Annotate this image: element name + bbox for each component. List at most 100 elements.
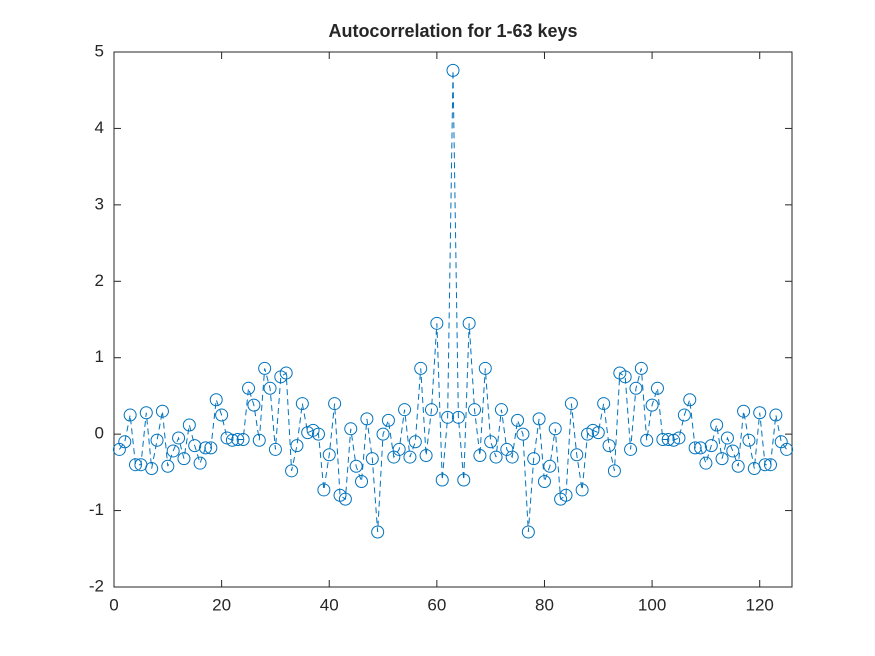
marker [430, 316, 444, 330]
marker [371, 525, 385, 539]
marker [548, 422, 562, 436]
marker [710, 418, 724, 432]
marker [355, 475, 369, 489]
marker [516, 427, 530, 441]
marker [365, 452, 379, 466]
marker [392, 442, 406, 456]
marker [268, 442, 282, 456]
marker [478, 361, 492, 375]
marker [247, 398, 261, 412]
marker [242, 381, 256, 395]
marker [527, 452, 541, 466]
marker [204, 441, 218, 455]
marker [435, 473, 449, 487]
marker [317, 483, 331, 497]
marker [290, 439, 304, 453]
marker [285, 464, 299, 478]
marker [468, 403, 482, 417]
marker [263, 381, 277, 395]
marker [172, 431, 186, 445]
marker [780, 442, 794, 456]
marker [360, 412, 374, 426]
marker [677, 408, 691, 422]
marker [537, 475, 551, 489]
marker [661, 432, 675, 446]
marker [258, 361, 272, 375]
y-tick-label: 0 [95, 424, 104, 443]
marker [279, 366, 293, 380]
marker [198, 441, 212, 455]
marker [570, 448, 584, 462]
marker [720, 431, 734, 445]
marker [763, 458, 777, 472]
marker [742, 433, 756, 447]
marker [381, 413, 395, 427]
marker [161, 459, 175, 473]
marker [505, 450, 519, 464]
marker [225, 433, 239, 447]
marker [322, 448, 336, 462]
marker [650, 381, 664, 395]
x-tick-label: 20 [212, 595, 231, 614]
marker [252, 433, 266, 447]
marker [311, 427, 325, 441]
marker [123, 408, 137, 422]
marker [155, 404, 169, 418]
marker [118, 435, 132, 449]
marker [473, 449, 487, 463]
x-tick-label: 40 [320, 595, 339, 614]
marker [586, 423, 600, 437]
y-tick-label: -1 [89, 500, 104, 519]
marker [758, 458, 772, 472]
marker [726, 444, 740, 458]
x-tick-label: 120 [746, 595, 774, 614]
marker [457, 473, 471, 487]
marker [737, 404, 751, 418]
marker [236, 432, 250, 446]
marker [408, 435, 422, 449]
marker [511, 413, 525, 427]
x-tick-label: 100 [638, 595, 666, 614]
y-tick-label: -2 [89, 576, 104, 595]
marker [295, 397, 309, 411]
y-tick-label: 2 [95, 271, 104, 290]
marker [414, 361, 428, 375]
marker [484, 435, 498, 449]
marker [575, 483, 589, 497]
series-line [118, 70, 788, 533]
marker [634, 361, 648, 375]
marker [344, 422, 358, 436]
marker [656, 432, 670, 446]
marker [301, 426, 315, 440]
marker [602, 439, 616, 453]
marker [715, 452, 729, 466]
marker [177, 452, 191, 466]
marker [166, 444, 180, 458]
y-tick-label: 4 [95, 118, 104, 137]
marker [629, 381, 643, 395]
marker [129, 458, 143, 472]
marker [769, 408, 783, 422]
marker [403, 450, 417, 464]
marker [220, 431, 234, 445]
x-tick-label: 0 [109, 595, 118, 614]
marker [532, 412, 546, 426]
marker [215, 408, 229, 422]
marker [150, 433, 164, 447]
marker [559, 488, 573, 502]
marker [597, 397, 611, 411]
marker [424, 403, 438, 417]
y-tick-label: 1 [95, 347, 104, 366]
marker [699, 456, 713, 470]
marker [451, 410, 465, 424]
y-tick-label: 5 [95, 41, 104, 60]
marker [564, 397, 578, 411]
marker [328, 397, 342, 411]
marker [446, 63, 460, 77]
marker [376, 427, 390, 441]
marker [398, 403, 412, 417]
marker [145, 462, 159, 476]
y-tick-label: 3 [95, 194, 104, 213]
marker [704, 439, 718, 453]
marker [591, 426, 605, 440]
